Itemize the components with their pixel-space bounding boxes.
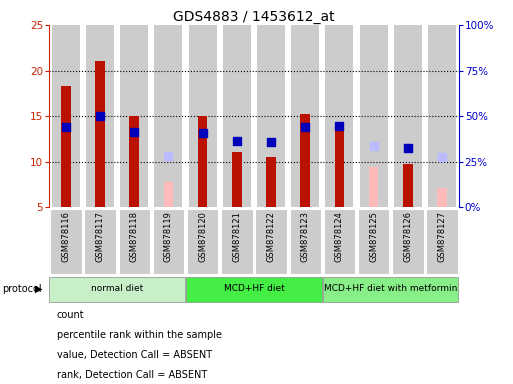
Point: [404, 145, 412, 151]
Bar: [187, 209, 219, 274]
Bar: [86, 25, 114, 207]
Bar: [255, 209, 287, 274]
Bar: [324, 209, 355, 274]
Bar: [153, 209, 184, 274]
Bar: [428, 25, 456, 207]
Text: GSM878116: GSM878116: [62, 211, 70, 262]
Bar: [154, 25, 183, 207]
Bar: [394, 25, 422, 207]
Title: GDS4883 / 1453612_at: GDS4883 / 1453612_at: [173, 10, 335, 24]
Bar: [120, 25, 148, 207]
Text: GSM878119: GSM878119: [164, 211, 173, 262]
Bar: [221, 209, 252, 274]
Bar: [403, 164, 412, 207]
Point: [62, 124, 70, 130]
Bar: [52, 25, 80, 207]
Bar: [50, 209, 82, 274]
Bar: [266, 157, 276, 207]
Text: GSM878127: GSM878127: [438, 211, 446, 262]
Text: MCD+HF diet: MCD+HF diet: [224, 284, 284, 293]
Bar: [61, 86, 71, 207]
Bar: [301, 114, 310, 207]
Point: [233, 138, 241, 144]
Bar: [369, 167, 379, 207]
Bar: [198, 116, 207, 207]
Bar: [189, 25, 216, 207]
Point: [336, 123, 344, 129]
Text: GSM878126: GSM878126: [403, 211, 412, 262]
Bar: [291, 25, 319, 207]
Point: [301, 124, 309, 130]
Bar: [84, 209, 116, 274]
Bar: [360, 25, 388, 207]
Point: [199, 131, 207, 137]
Text: ▶: ▶: [35, 284, 43, 294]
Point: [438, 154, 446, 160]
Bar: [392, 209, 424, 274]
Point: [369, 143, 378, 149]
Text: percentile rank within the sample: percentile rank within the sample: [56, 330, 222, 340]
Bar: [49, 276, 185, 302]
Text: GSM878117: GSM878117: [95, 211, 105, 262]
Bar: [358, 209, 389, 274]
Text: GSM878124: GSM878124: [335, 211, 344, 262]
Text: GSM878122: GSM878122: [267, 211, 275, 262]
Text: GSM878125: GSM878125: [369, 211, 378, 262]
Bar: [129, 116, 139, 207]
Bar: [186, 276, 322, 302]
Bar: [437, 188, 447, 207]
Text: rank, Detection Call = ABSENT: rank, Detection Call = ABSENT: [56, 370, 207, 380]
Bar: [325, 25, 353, 207]
Text: GSM878120: GSM878120: [198, 211, 207, 262]
Bar: [119, 209, 150, 274]
Bar: [289, 209, 321, 274]
Text: GSM878118: GSM878118: [130, 211, 139, 262]
Text: MCD+HF diet with metformin: MCD+HF diet with metformin: [324, 284, 458, 293]
Bar: [426, 209, 458, 274]
Bar: [323, 276, 459, 302]
Point: [96, 113, 104, 119]
Text: count: count: [56, 310, 84, 320]
Bar: [95, 61, 105, 207]
Point: [164, 153, 172, 159]
Bar: [223, 25, 251, 207]
Text: GSM878121: GSM878121: [232, 211, 241, 262]
Text: value, Detection Call = ABSENT: value, Detection Call = ABSENT: [56, 350, 212, 360]
Point: [267, 139, 275, 145]
Bar: [232, 152, 242, 207]
Text: protocol: protocol: [3, 284, 42, 294]
Point: [404, 145, 412, 151]
Bar: [164, 182, 173, 207]
Point: [130, 129, 139, 135]
Bar: [334, 130, 344, 207]
Text: GSM878123: GSM878123: [301, 211, 310, 262]
Bar: [257, 25, 285, 207]
Text: normal diet: normal diet: [91, 284, 143, 293]
